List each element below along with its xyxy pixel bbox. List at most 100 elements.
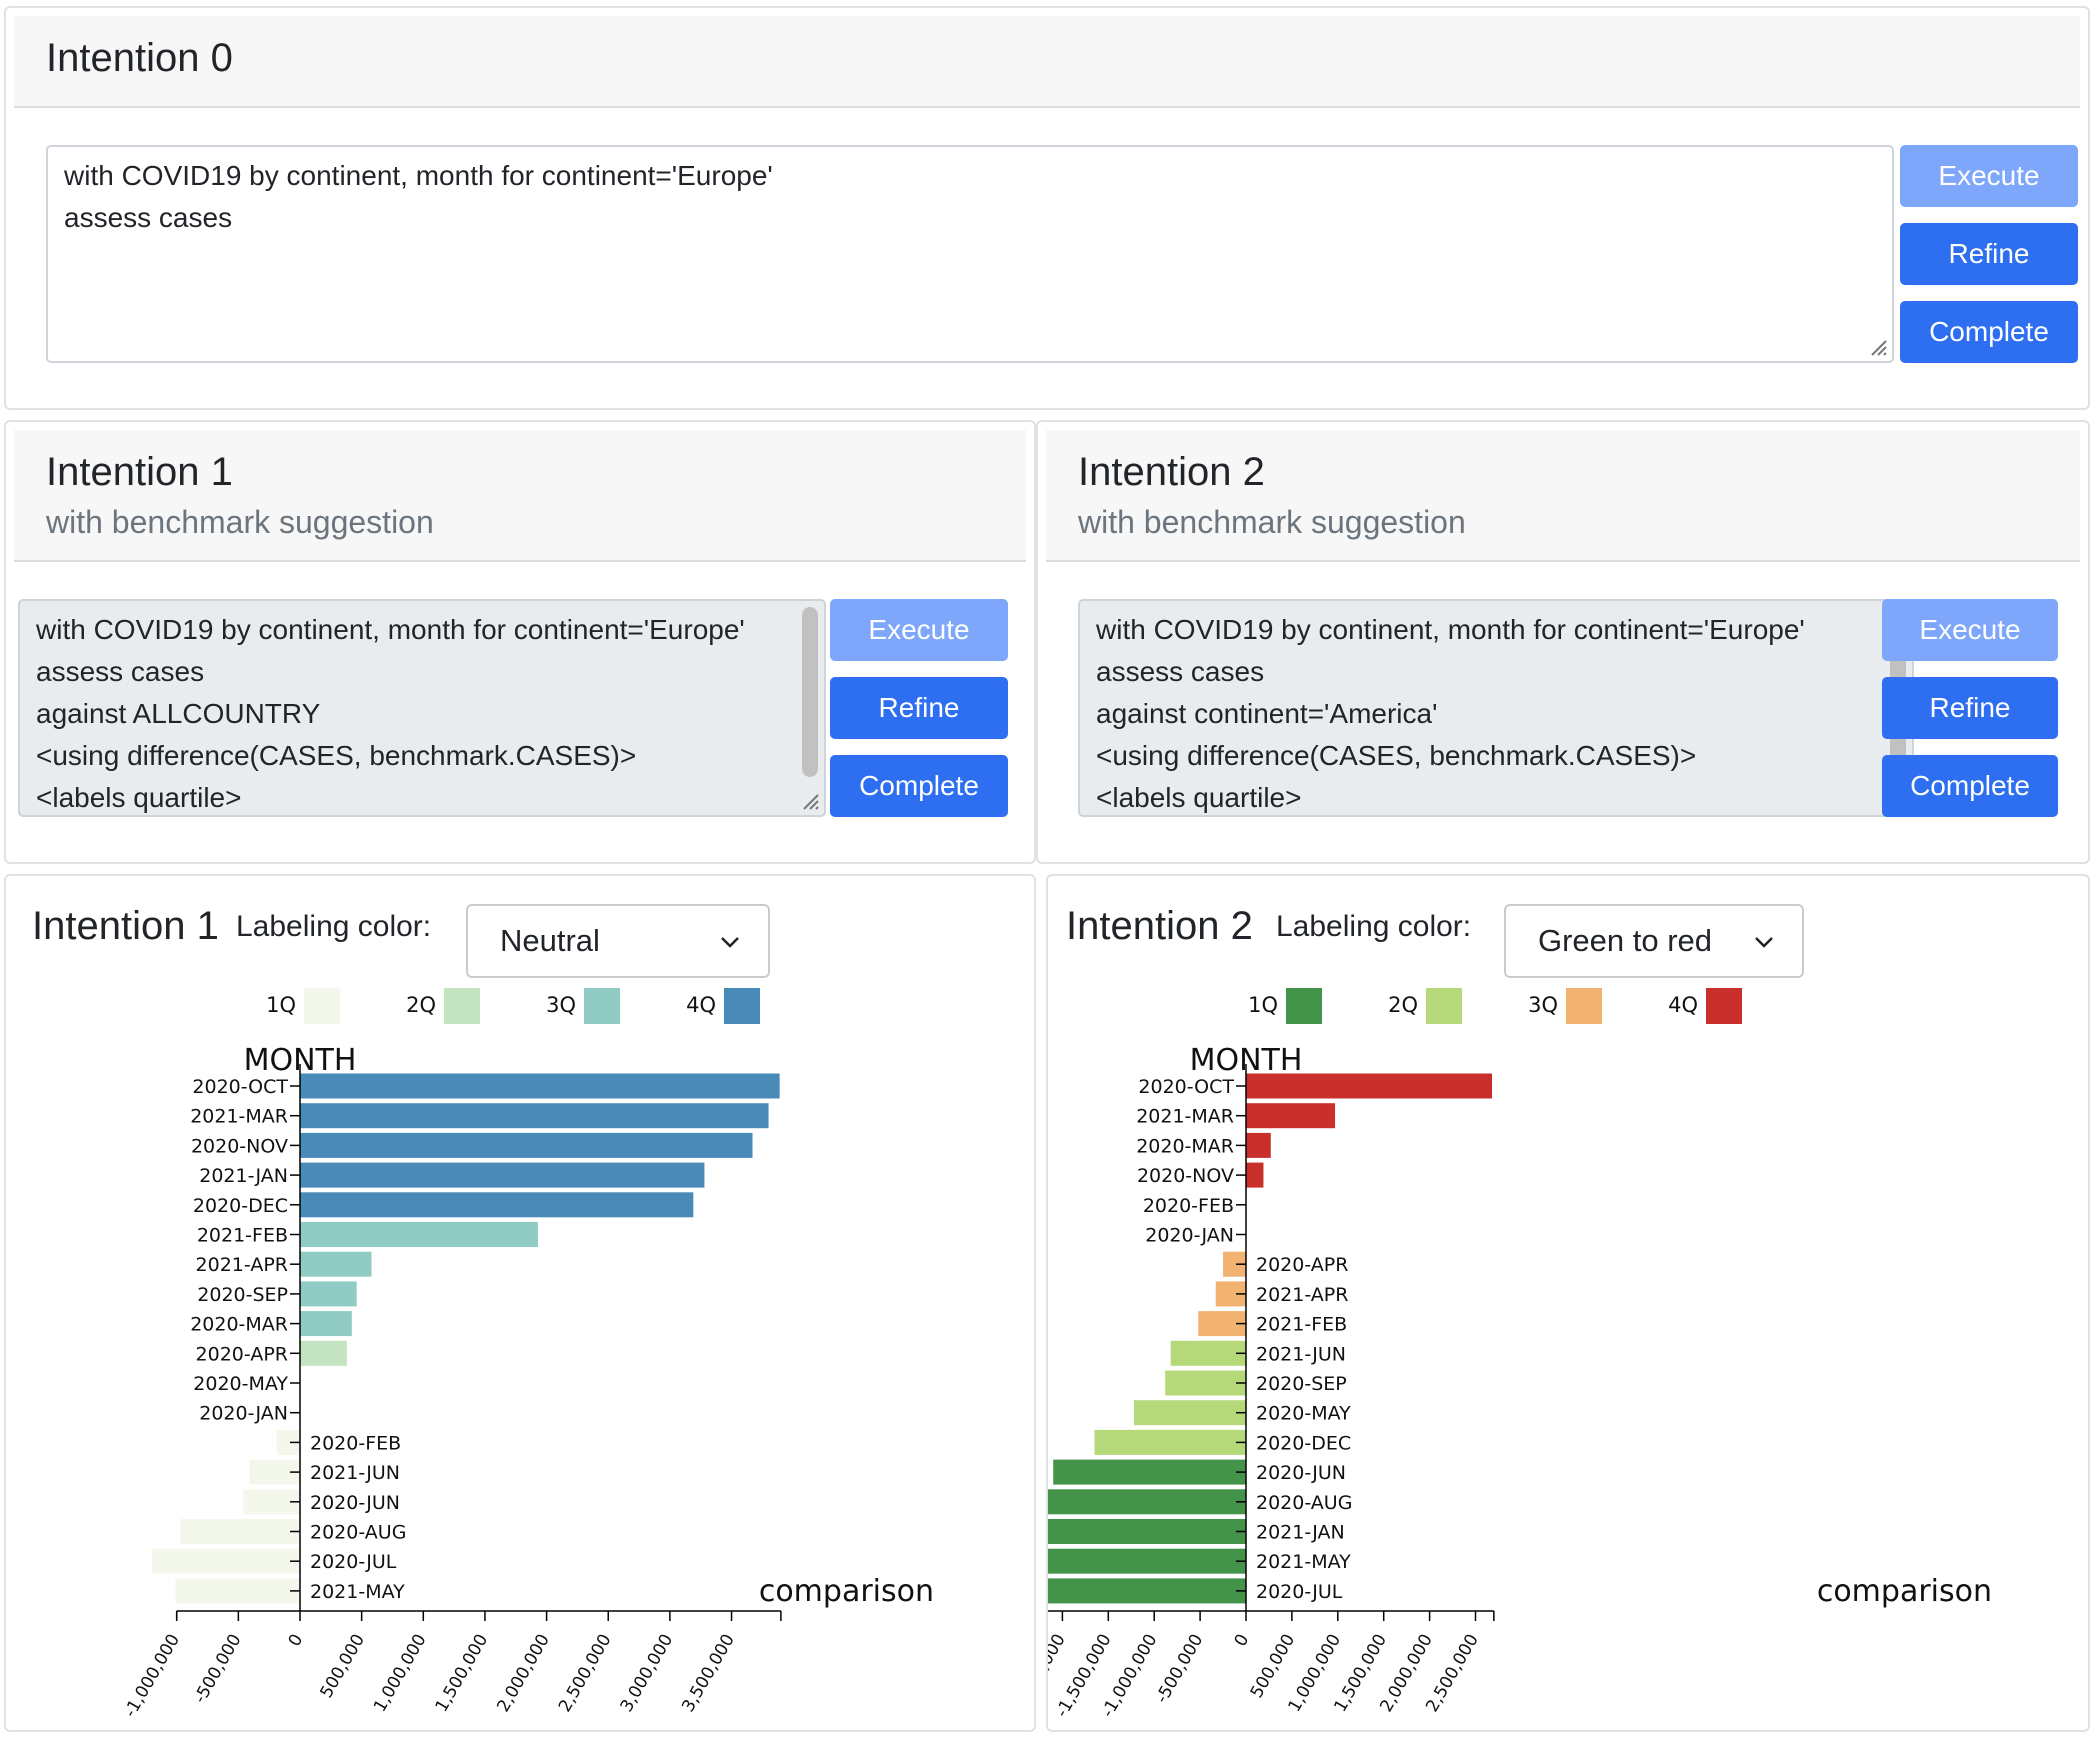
bar [300,1311,352,1337]
y-tick-label: 2020-NOV [191,1135,288,1157]
bar [300,1162,705,1188]
bar [1246,1132,1271,1158]
y-tick-label: 2020-MAR [190,1314,288,1336]
bar [1053,1459,1246,1485]
y-tick-label: 2020-DEC [193,1195,288,1217]
complete-button[interactable]: Complete [1882,755,2058,817]
bar [300,1281,357,1307]
intention-1-query-input[interactable]: with COVID19 by continent, month for con… [18,599,826,817]
y-tick-label: 2020-MAY [193,1373,288,1395]
legend-swatch [1426,988,1462,1024]
x-tick-label: -1,000,000 [120,1631,184,1721]
labeling-color-value: Green to red [1538,923,1713,958]
execute-button[interactable]: Execute [830,599,1008,661]
query-line: assess cases [1096,656,1265,687]
bar [180,1519,300,1544]
refine-button[interactable]: Refine [1882,677,2058,739]
bar [175,1578,300,1604]
y-tick-label: 2020-JUN [310,1492,400,1514]
y-tick-label: 2021-JUN [1256,1343,1346,1365]
x-tick-label: 1,000,000 [370,1631,431,1716]
query-line: against continent='America' [1096,698,1438,729]
y-tick-label: 2021-FEB [197,1225,288,1247]
bar [1048,1578,1246,1604]
legend-label: 1Q [1248,993,1278,1017]
intention-0-title: Intention 0 [46,36,233,80]
resize-grip-icon[interactable] [1866,335,1888,357]
y-tick-label: 2020-FEB [310,1432,401,1454]
x-tick-label: 2,000,000 [493,1631,554,1716]
y-tick-label: 2020-NOV [1137,1165,1234,1187]
y-tick-label: 2021-MAR [190,1106,288,1128]
y-tick-label: 2021-JUN [310,1462,400,1484]
y-tick-label: 2021-APR [196,1254,288,1276]
legend-swatch [1286,988,1322,1024]
intention-1-title: Intention 1 [46,450,233,494]
legend-label: 2Q [406,993,436,1017]
refine-button[interactable]: Refine [830,677,1008,739]
y-tick-label: 2020-OCT [1138,1076,1234,1098]
y-tick-label: 2020-OCT [192,1076,288,1098]
intention-1-card: Intention 1 with benchmark suggestion wi… [4,420,1036,864]
labeling-color-label: Labeling color: [1276,910,1472,943]
bar [300,1340,347,1366]
complete-button[interactable]: Complete [830,755,1008,817]
labeling-color-value: Neutral [500,923,600,958]
refine-button[interactable]: Refine [1900,223,2078,285]
intention-0-query-input[interactable]: with COVID19 by continent, month for con… [46,145,1894,363]
y-tick-label: 2020-MAR [1136,1135,1234,1157]
y-tick-label: 2021-JAN [199,1165,288,1187]
query-line: with COVID19 by continent, month for con… [64,160,773,191]
query-line: <using difference(CASES, benchmark.CASES… [1096,740,1697,771]
chart-2-panel: Intention 2 Labeling color: Green to red… [1046,874,2090,1732]
query-line: <labels quartile> [1096,782,1302,813]
y-tick-label: 2021-APR [1256,1284,1348,1306]
complete-button[interactable]: Complete [1900,301,2078,363]
intention-0-card: Intention 0 with COVID19 by continent, m… [4,6,2090,410]
bar [300,1222,538,1247]
y-tick-label: 2020-AUG [1256,1492,1352,1514]
intention-2-title: Intention 2 [1078,450,1265,494]
y-tick-label: 2020-FEB [1143,1195,1234,1217]
y-tick-label: 2020-DEC [1256,1432,1351,1454]
intention-1-header: Intention 1 with benchmark suggestion [14,430,1026,562]
bar [1246,1162,1264,1188]
legend-swatch [724,988,760,1024]
query-line: assess cases [36,656,205,687]
labeling-color-select[interactable]: Green to red [1504,904,1804,978]
chevron-down-icon [1755,937,1773,948]
bar [1134,1400,1246,1426]
y-tick-label: 2020-MAY [1256,1403,1351,1425]
legend-label: 1Q [266,993,296,1017]
bar [300,1251,372,1277]
bar [152,1548,300,1574]
y-tick-label: 2020-JUL [310,1551,397,1573]
query-line: <labels quartile> [36,782,242,813]
labeling-color-select[interactable]: Neutral [466,904,770,978]
legend-swatch [1566,988,1602,1024]
chart-2-title: Intention 2 [1066,904,1253,948]
execute-button[interactable]: Execute [1882,599,2058,661]
bar [300,1132,753,1158]
x-tick-label: 3,500,000 [678,1631,739,1716]
bar [300,1192,694,1218]
resize-grip-icon[interactable] [798,789,820,811]
query-line: with COVID19 by continent, month for con… [36,614,745,645]
bar [1165,1370,1246,1396]
x-tick-label: 500,000 [1247,1631,1299,1702]
execute-button[interactable]: Execute [1900,145,2078,207]
y-tick-label: 2020-JAN [1145,1225,1234,1247]
x-tick-label: 0 [1231,1631,1254,1650]
legend-label: 4Q [686,993,716,1017]
intention-2-query-input[interactable]: with COVID19 by continent, month for con… [1078,599,1914,817]
legend-label: 2Q [1388,993,1418,1017]
intention-2-card: Intention 2 with benchmark suggestion wi… [1036,420,2090,864]
y-tick-label: 2020-AUG [310,1522,406,1544]
query-line: with COVID19 by continent, month for con… [1096,614,1805,645]
chevron-down-icon [721,937,739,948]
x-axis-label: comparison [759,1574,934,1609]
y-tick-label: 2021-MAY [310,1581,405,1603]
bar [1246,1103,1336,1129]
scrollbar[interactable] [802,607,818,777]
x-tick-label: 3,000,000 [617,1631,678,1716]
